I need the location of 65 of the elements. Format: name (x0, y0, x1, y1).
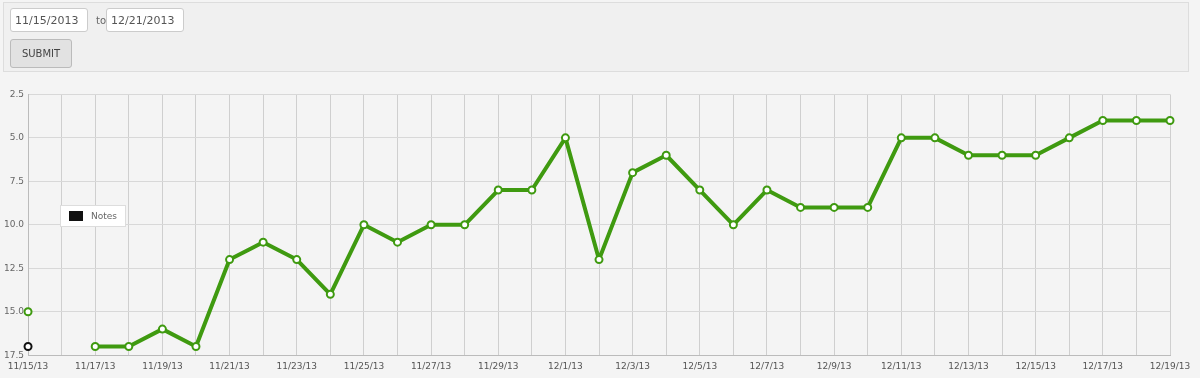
point (460, 220, 470, 230)
x-tick-label: 12/5/13 (682, 360, 718, 371)
point (124, 342, 134, 352)
x-tick-label: 11/19/13 (142, 360, 183, 371)
point (191, 342, 201, 352)
point (796, 202, 806, 212)
point (594, 255, 604, 265)
point (661, 150, 671, 160)
point (225, 255, 235, 265)
x-tick-label: 12/1/13 (548, 360, 583, 371)
x-tick-label: 11/17/13 (75, 360, 116, 371)
text: to (96, 15, 107, 26)
point (359, 220, 369, 230)
point (258, 237, 268, 247)
x-tick-label: 12/11/13 (881, 360, 922, 371)
point (393, 237, 402, 247)
y-tick-label: 10.0 (3, 219, 25, 230)
x-tick-label: 11/29/13 (478, 360, 519, 371)
point (23, 342, 33, 352)
x-tick-label: 11/27/13 (410, 360, 452, 371)
point (997, 150, 1007, 160)
point (896, 133, 906, 143)
point (23, 307, 33, 317)
x-tick-label: 12/19/13 (1149, 360, 1191, 371)
point (1064, 133, 1074, 143)
point (560, 133, 570, 143)
text: 12/21/2013 (106, 8, 184, 32)
x-tick-label: 11/15/13 (7, 360, 49, 371)
text: 11/15/2013 (10, 8, 88, 32)
x-tick-label: 12/7/13 (749, 360, 785, 371)
point (628, 168, 638, 178)
x-tick-label: 12/13/13 (948, 360, 989, 371)
point (527, 185, 537, 195)
y-tick-label: 7.5 (9, 175, 25, 186)
x-tick-label: 12/9/13 (816, 360, 852, 371)
point (325, 289, 335, 299)
point (829, 202, 839, 212)
point (695, 185, 705, 195)
y-tick-label: 17.5 (3, 349, 25, 360)
point (728, 220, 738, 230)
point (292, 255, 302, 265)
point (1165, 115, 1175, 125)
x-tick-label: 12/3/13 (615, 360, 650, 371)
x-tick-label: 11/25/13 (343, 360, 385, 371)
point (1031, 150, 1041, 160)
x-tick-label: 11/21/13 (209, 360, 250, 371)
y-tick-label: 2.5 (9, 88, 25, 99)
point (963, 150, 973, 160)
y-tick-label: 12.5 (3, 262, 25, 273)
x-tick-label: 12/15/13 (1015, 360, 1056, 371)
point (930, 133, 940, 143)
legend-label: Notes (91, 211, 117, 221)
x-tick-label: 12/17/13 (1082, 360, 1124, 371)
point (426, 220, 436, 230)
point (157, 324, 167, 334)
point (90, 342, 100, 352)
point (762, 185, 772, 195)
y-tick-label: 5.0 (9, 132, 25, 143)
point (1131, 115, 1141, 125)
x-tick-label: 11/23/13 (276, 360, 317, 371)
point (863, 202, 873, 212)
point (493, 185, 503, 195)
y-tick-label: 15.0 (3, 306, 25, 317)
point (1098, 115, 1108, 125)
text: SUBMIT (10, 39, 72, 68)
